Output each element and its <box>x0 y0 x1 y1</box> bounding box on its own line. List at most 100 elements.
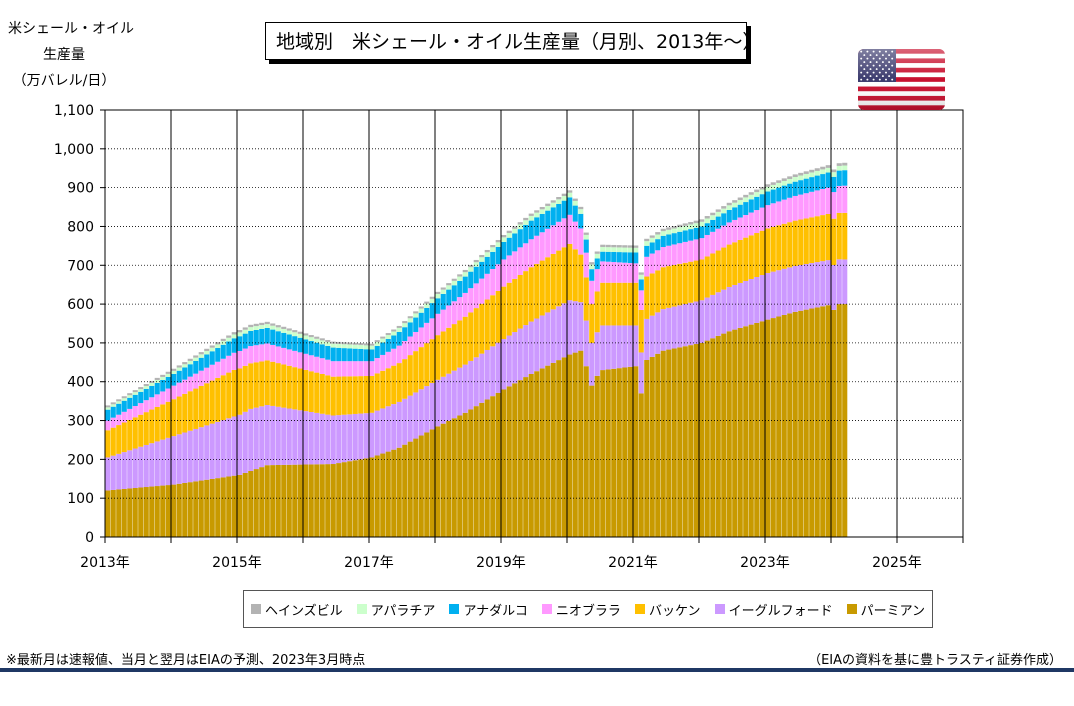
bar-appalachia <box>292 332 298 337</box>
bar-bakken <box>446 327 452 374</box>
y-tick-label: 900 <box>67 181 94 197</box>
bar-bakken <box>435 335 441 380</box>
bar-anadarko <box>831 176 837 193</box>
bar-anadarko <box>424 307 430 323</box>
y-tick-label: 1,000 <box>54 142 94 158</box>
bar-niobrara <box>781 199 787 224</box>
bar-eagle_ford <box>336 415 342 464</box>
bar-eagle_ford <box>149 443 155 487</box>
bar-anadarko <box>501 241 507 260</box>
bar-niobrara <box>215 361 221 378</box>
bar-permian <box>732 329 738 537</box>
bar-appalachia <box>528 215 534 221</box>
bar-appalachia <box>726 205 732 210</box>
bar-appalachia <box>165 373 171 377</box>
bar-eagle_ford <box>484 349 490 400</box>
bar-eagle_ford <box>308 412 314 465</box>
bar-niobrara <box>127 408 133 420</box>
bar-anadarko <box>809 177 815 192</box>
bar-bakken <box>754 233 760 278</box>
bar-permian <box>270 465 276 537</box>
bar-appalachia <box>567 192 573 198</box>
bar-bakken <box>385 368 391 407</box>
bar-eagle_ford <box>633 325 639 367</box>
bar-anadarko <box>710 219 716 232</box>
bar-niobrara <box>204 367 210 384</box>
bar-eagle_ford <box>594 332 600 376</box>
bar-permian <box>171 484 177 537</box>
bar-haynesville <box>550 200 556 203</box>
bar-haynesville <box>259 322 265 326</box>
bar-permian <box>484 399 490 537</box>
bar-niobrara <box>105 420 111 431</box>
bar-appalachia <box>671 228 677 234</box>
bar-haynesville <box>814 168 820 171</box>
bar-eagle_ford <box>754 277 760 323</box>
bar-bakken <box>259 361 265 407</box>
legend-item-haynesville: ヘインズビル <box>250 600 343 619</box>
bar-anadarko <box>121 400 127 412</box>
bar-niobrara <box>743 214 749 238</box>
bar-appalachia <box>556 199 562 204</box>
bar-niobrara <box>138 403 144 415</box>
bar-haynesville <box>110 402 116 405</box>
bar-haynesville <box>567 190 573 193</box>
bar-haynesville <box>699 219 705 222</box>
bar-niobrara <box>616 262 622 283</box>
bar-permian <box>501 389 507 537</box>
bar-niobrara <box>407 336 413 356</box>
bar-anadarko <box>259 328 265 345</box>
bar-bakken <box>567 243 573 301</box>
bar-bakken <box>325 375 331 415</box>
bar-bakken <box>605 282 611 326</box>
legend-label: ヘインズビル <box>264 603 343 619</box>
bar-anadarko <box>292 336 298 351</box>
bar-anadarko <box>462 276 468 293</box>
bar-bakken <box>292 367 298 410</box>
bar-anadarko <box>627 252 633 264</box>
bar-eagle_ford <box>567 300 573 355</box>
bar-niobrara <box>413 331 419 352</box>
bar-bakken <box>781 223 787 269</box>
bar-haynesville <box>748 192 754 195</box>
bar-eagle_ford <box>435 379 441 427</box>
bar-bakken <box>154 406 160 442</box>
bar-anadarko <box>605 251 611 262</box>
bar-permian <box>281 464 287 537</box>
bar-eagle_ford <box>105 457 111 491</box>
bar-bakken <box>512 278 518 333</box>
bar-permian <box>391 449 397 537</box>
bar-eagle_ford <box>831 265 837 310</box>
bar-anadarko <box>171 373 177 386</box>
bar-anadarko <box>512 233 518 252</box>
bar-bakken <box>182 393 188 433</box>
bar-eagle_ford <box>286 408 292 465</box>
bar-appalachia <box>616 247 622 253</box>
bar-appalachia <box>253 326 259 330</box>
bar-permian <box>567 354 573 537</box>
bar-niobrara <box>165 388 171 402</box>
bar-permian <box>215 478 221 537</box>
bar-niobrara <box>545 228 551 258</box>
bar-haynesville <box>132 390 138 393</box>
bar-bakken <box>539 260 545 316</box>
bar-anadarko <box>842 170 848 186</box>
bar-niobrara <box>523 243 529 272</box>
bar-haynesville <box>429 296 435 299</box>
bar-haynesville <box>737 197 743 201</box>
bar-permian <box>209 478 215 537</box>
bar-appalachia <box>462 272 468 277</box>
bar-anadarko <box>435 298 441 314</box>
bar-eagle_ford <box>572 301 578 353</box>
bar-haynesville <box>413 311 419 314</box>
bar-niobrara <box>402 341 408 360</box>
bar-eagle_ford <box>605 325 611 370</box>
bar-permian <box>176 483 182 537</box>
bar-haynesville <box>479 254 485 258</box>
bar-niobrara <box>187 376 193 392</box>
bar-niobrara <box>490 269 496 296</box>
bar-eagle_ford <box>545 312 551 366</box>
bar-bakken <box>600 282 606 326</box>
bar-bakken <box>479 303 485 354</box>
